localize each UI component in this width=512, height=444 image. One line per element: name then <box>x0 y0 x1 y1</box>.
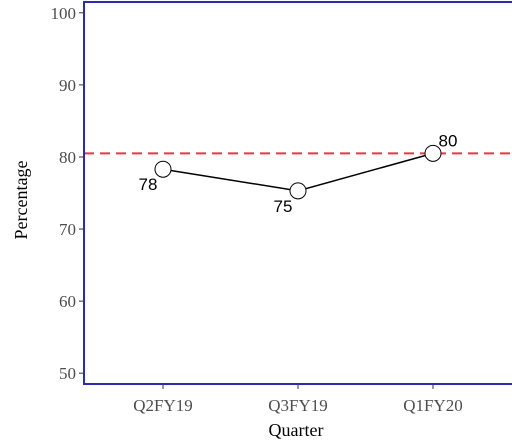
data-point <box>154 160 172 178</box>
y-axis-title: Percentage <box>11 161 31 240</box>
y-tick-label: 70 <box>59 220 76 239</box>
x-tick-label: Q2FY19 <box>133 396 193 415</box>
data-label: 78 <box>139 175 158 194</box>
data-label: 80 <box>439 131 458 150</box>
y-tick-label: 100 <box>51 4 77 23</box>
y-tick-label: 60 <box>59 292 76 311</box>
data-label: 75 <box>274 197 293 216</box>
x-axis-title: Quarter <box>269 420 324 440</box>
y-tick-label: 80 <box>59 148 76 167</box>
data-point <box>289 182 307 200</box>
x-tick-label: Q1FY20 <box>403 396 463 415</box>
x-tick-label: Q3FY19 <box>268 396 328 415</box>
plot-frame <box>83 1 512 385</box>
data-point <box>424 144 442 162</box>
y-tick-label: 90 <box>59 76 76 95</box>
y-tick-label: 50 <box>59 364 76 383</box>
